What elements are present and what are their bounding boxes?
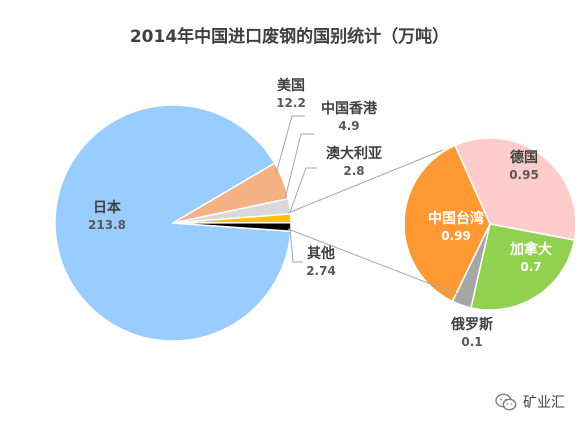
leader-line-hongkong xyxy=(284,133,314,200)
label-japan-name: 日本 xyxy=(93,200,121,216)
label-japan: 日本 213.8 xyxy=(84,200,130,234)
label-usa-name: 美国 xyxy=(277,78,305,94)
connector-lines xyxy=(287,149,468,299)
watermark: 矿业汇 xyxy=(495,392,565,412)
label-other-name: 其他 xyxy=(307,246,335,262)
label-australia: 澳大利亚 2.8 xyxy=(316,146,392,180)
sub-slice-0 xyxy=(454,137,577,242)
leader-line-other xyxy=(289,227,303,263)
label-canada-name: 加拿大 xyxy=(510,242,552,258)
secondary-pie xyxy=(403,137,577,311)
label-taiwan-value: 0.99 xyxy=(441,229,471,243)
label-other-value: 2.74 xyxy=(306,264,336,278)
label-germany-name: 德国 xyxy=(510,150,538,166)
leader-lines xyxy=(275,115,317,263)
watermark-text: 矿业汇 xyxy=(523,395,565,411)
chart-title: 2014年中国进口废钢的国别统计（万吨） xyxy=(129,27,450,47)
label-taiwan-name: 中国台湾 xyxy=(428,211,484,227)
label-hongkong: 中国香港 4.9 xyxy=(311,101,387,135)
label-other: 其他 2.74 xyxy=(298,246,344,280)
label-russia: 俄罗斯 0.1 xyxy=(444,317,500,351)
label-usa-value: 12.2 xyxy=(276,96,306,110)
leader-line-australia xyxy=(289,167,317,213)
label-canada-value: 0.7 xyxy=(520,260,542,274)
sub-slice-3 xyxy=(403,144,491,303)
label-hongkong-name: 中国香港 xyxy=(321,101,377,117)
leader-line-usa xyxy=(275,115,305,175)
label-germany-value: 0.95 xyxy=(509,168,539,182)
label-russia-value: 0.1 xyxy=(461,335,483,349)
label-canada: 加拿大 0.7 xyxy=(499,242,563,276)
label-australia-value: 2.8 xyxy=(343,164,365,178)
label-usa: 美国 12.2 xyxy=(266,78,316,112)
wechat-icon xyxy=(495,393,517,411)
label-japan-value: 213.8 xyxy=(88,218,126,232)
label-russia-name: 俄罗斯 xyxy=(451,317,493,333)
label-australia-name: 澳大利亚 xyxy=(326,146,382,162)
sub-slice-1 xyxy=(470,223,576,311)
connector-line-bottom xyxy=(287,228,468,299)
label-germany: 德国 0.95 xyxy=(496,150,552,184)
label-taiwan: 中国台湾 0.99 xyxy=(418,211,494,245)
connector-line-top xyxy=(287,149,444,214)
label-hongkong-value: 4.9 xyxy=(338,119,360,133)
